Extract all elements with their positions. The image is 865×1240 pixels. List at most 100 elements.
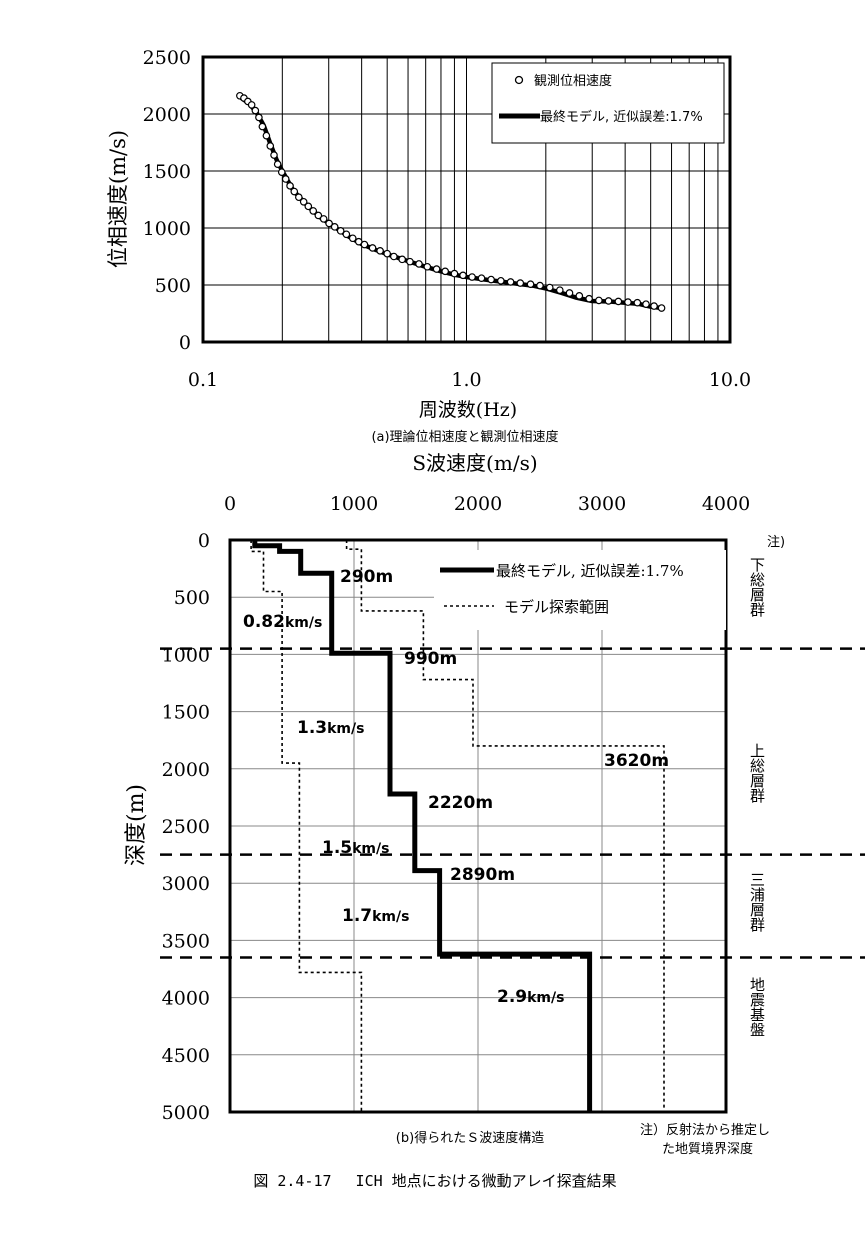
observed-point	[314, 211, 323, 220]
observed-point	[266, 142, 275, 150]
observed-point	[545, 283, 554, 292]
formation-shimousa: 下総層群	[748, 557, 766, 617]
observed-point	[342, 230, 351, 239]
x-tick-label-b: 4000	[702, 493, 750, 515]
y-tick-label-a: 1500	[143, 161, 191, 183]
observed-point	[432, 265, 441, 273]
observed-point	[330, 223, 339, 231]
observed-point	[281, 175, 290, 183]
observed-point	[354, 237, 363, 246]
observed-point	[398, 255, 406, 264]
observed-point	[642, 300, 650, 308]
y-tick-label-b: 0	[198, 530, 210, 552]
chart-b-y-axis-label: 深度(m)	[124, 784, 149, 866]
velocity-label-1.3: 1.3km/s	[297, 718, 364, 738]
observed-point	[383, 249, 391, 258]
y-tick-label-b: 5000	[162, 1102, 210, 1124]
observed-point	[423, 262, 432, 271]
observed-point	[441, 267, 449, 276]
legend-label-final-model-b: 最終モデル, 近似誤差:1.7%	[496, 562, 684, 580]
x-tick-label-b: 3000	[578, 493, 626, 515]
observed-point	[536, 281, 544, 290]
observed-point	[468, 273, 476, 281]
chart-a-x-axis-label: 周波数(Hz)	[419, 399, 517, 421]
observed-point	[286, 182, 294, 190]
velocity-label-1.7: 1.7km/s	[342, 906, 409, 926]
search-range-line	[345, 540, 665, 1112]
final-model-profile	[252, 540, 593, 1112]
observed-point	[325, 219, 333, 228]
observed-point	[650, 302, 658, 310]
observed-point	[304, 202, 313, 211]
y-tick-label-b: 1000	[162, 644, 210, 666]
layer-label-990m: 990m	[404, 649, 457, 669]
layer-label-2220m: 2220m	[428, 793, 493, 813]
chart-b-y-tick-labels: 0 500 1000 1500 2000 2500 3000 3500 4000 4500 5000	[162, 530, 210, 1124]
x-tick-label-a: 0.1	[188, 369, 218, 391]
observed-point	[604, 297, 613, 305]
formation-kazusa: 上総層群	[748, 743, 766, 803]
observed-point	[390, 252, 398, 261]
note-line-1: 注）反射法から推定し	[640, 1122, 770, 1138]
observed-point	[277, 168, 286, 176]
chart-b-legend-box	[434, 550, 726, 630]
observed-point	[336, 227, 345, 235]
observed-point	[258, 122, 267, 131]
x-tick-label-b: 1000	[330, 493, 378, 515]
legend-label-observed: 観測位相速度	[534, 73, 612, 89]
x-tick-label-a: 1.0	[451, 369, 481, 391]
formation-miura: 三浦層群	[748, 872, 766, 932]
chart-a-series	[236, 91, 666, 312]
velocity-label-2.9: 2.9km/s	[497, 987, 564, 1007]
observed-point	[262, 131, 271, 140]
layer-label-2890m: 2890m	[450, 865, 515, 885]
layer-label-290m: 290m	[340, 567, 393, 587]
note-mark: 注)	[767, 535, 785, 550]
observed-point	[368, 244, 377, 252]
observed-point	[585, 294, 593, 303]
caption-a: (a)理論位相速度と観測位相速度	[371, 429, 558, 445]
chart-b-x-tick-labels: 0 1000 2000 3000 4000	[224, 493, 750, 515]
observed-point	[477, 274, 486, 282]
observed-point	[273, 160, 282, 168]
observed-point	[255, 113, 263, 122]
observed-point	[633, 298, 642, 307]
observed-point	[487, 275, 495, 284]
observed-point	[595, 296, 603, 305]
observed-point	[657, 304, 666, 312]
velocity-label-1.5: 1.5km/s	[322, 838, 389, 858]
y-tick-label-b: 1500	[162, 702, 210, 724]
observed-point	[376, 247, 384, 255]
x-tick-label-a: 10.0	[709, 369, 751, 391]
observed-point	[459, 271, 467, 280]
legend-label-final-model: 最終モデル, 近似誤差:1.7%	[540, 109, 703, 125]
legend-marker-observed	[514, 75, 524, 85]
y-tick-label-a: 1000	[143, 218, 191, 240]
observed-point	[624, 298, 632, 306]
y-tick-label-b: 2500	[162, 816, 210, 838]
observed-point	[450, 269, 459, 278]
search-range-line	[250, 540, 363, 1112]
velocity-label-0.82: 0.82km/s	[243, 612, 322, 632]
chart-a-legend-box	[491, 62, 725, 144]
observed-point	[270, 151, 278, 159]
observed-point	[406, 257, 414, 266]
observed-point	[290, 187, 299, 196]
observed-point	[614, 297, 623, 306]
observed-point	[251, 106, 260, 115]
observed-point	[360, 240, 369, 249]
chart-b-frame	[228, 538, 728, 1114]
observed-point	[309, 207, 318, 215]
x-tick-label-b: 0	[224, 493, 236, 515]
chart-b-legend: 最終モデル, 近似誤差:1.7% モデル探索範囲	[434, 550, 726, 630]
observed-point	[319, 215, 328, 223]
chart-a-frame	[201, 55, 732, 344]
layer-label-3620m: 3620m	[604, 751, 669, 771]
y-tick-label-b: 3500	[162, 930, 210, 952]
y-tick-label-b: 500	[174, 587, 210, 609]
observed-point	[575, 292, 584, 300]
y-tick-label-b: 2000	[162, 759, 210, 781]
y-tick-label-a: 2000	[143, 104, 191, 126]
